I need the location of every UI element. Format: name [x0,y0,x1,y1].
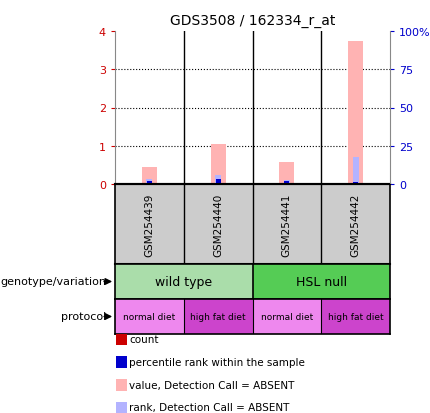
Bar [285,181,289,185]
Bar [146,180,153,185]
Text: percentile rank within the sample: percentile rank within the sample [129,357,305,367]
Text: high fat diet: high fat diet [328,312,384,321]
Bar [147,181,152,185]
Bar [211,145,226,185]
Text: HSL null: HSL null [296,275,347,288]
Bar [252,299,321,334]
Bar [215,176,221,185]
Bar [284,180,290,185]
Text: GSM254442: GSM254442 [350,193,361,256]
Title: GDS3508 / 162334_r_at: GDS3508 / 162334_r_at [170,14,335,28]
Text: high fat diet: high fat diet [190,312,246,321]
Text: normal diet: normal diet [123,312,175,321]
Bar [285,183,289,185]
Bar [280,162,295,185]
Text: GSM254440: GSM254440 [213,193,223,256]
Text: rank, Detection Call = ABSENT: rank, Detection Call = ABSENT [129,402,289,412]
Text: value, Detection Call = ABSENT: value, Detection Call = ABSENT [129,380,295,389]
Bar [216,183,221,185]
Bar [115,299,184,334]
Text: normal diet: normal diet [261,312,313,321]
Bar [321,299,390,334]
Bar [115,264,252,299]
Bar [184,299,252,334]
Bar [353,158,359,185]
Text: protocol: protocol [61,312,106,322]
Bar [252,264,390,299]
Text: GSM254439: GSM254439 [144,193,154,256]
Bar [216,179,221,185]
Bar [353,183,358,185]
Bar [348,41,363,185]
Text: genotype/variation: genotype/variation [0,277,106,287]
Bar [147,183,152,185]
Text: count: count [129,334,159,344]
Text: GSM254441: GSM254441 [282,193,292,256]
Text: wild type: wild type [155,275,212,288]
Bar [142,167,157,185]
Bar [353,183,358,185]
